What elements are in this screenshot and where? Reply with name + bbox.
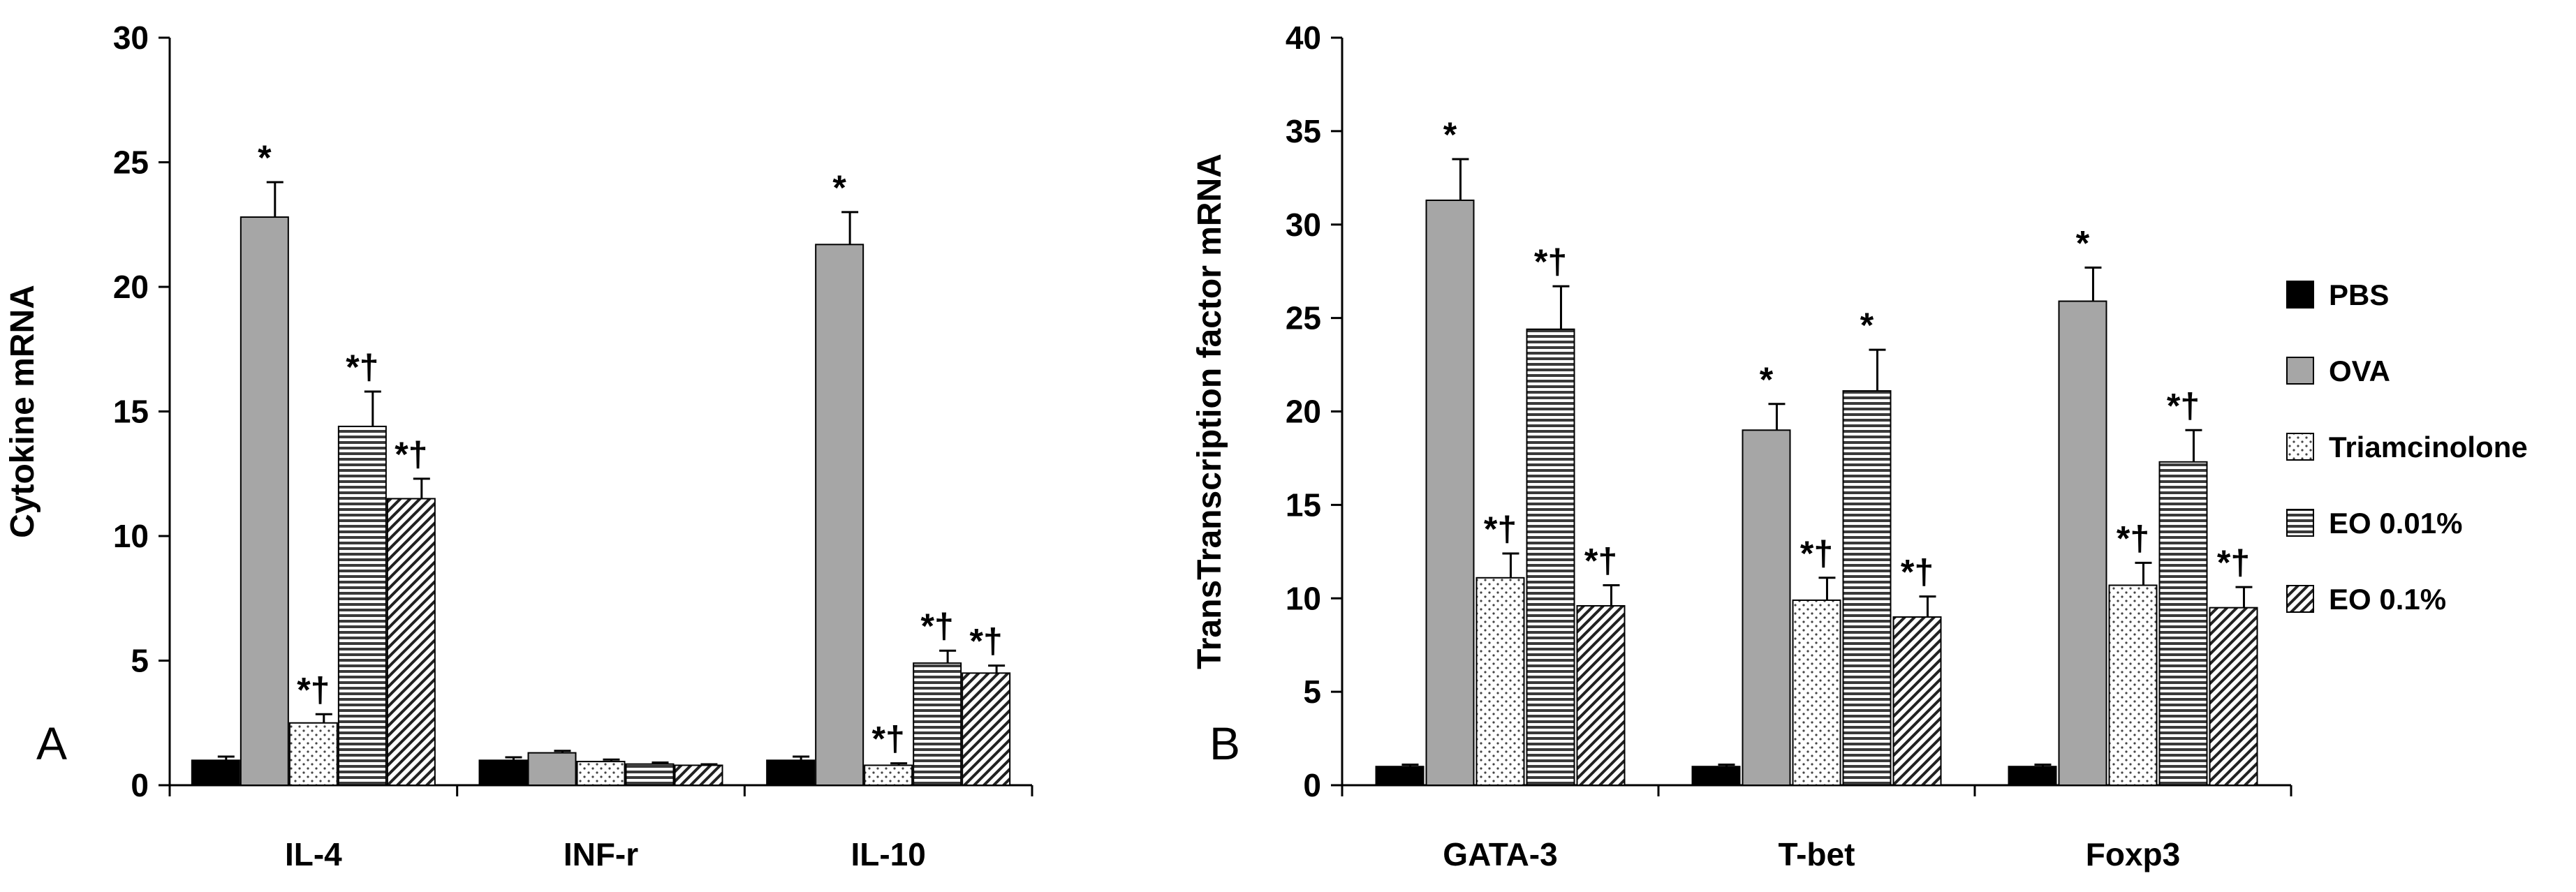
- category-label: T-bet: [1779, 836, 1855, 872]
- legend-swatch-gray: [2286, 357, 2314, 385]
- significance-marker: *†: [921, 607, 954, 646]
- category-label: INF-r: [564, 836, 638, 872]
- significance-marker: *†: [2117, 519, 2149, 558]
- category-label: IL-10: [851, 836, 925, 872]
- panel-label: A: [36, 718, 67, 769]
- bar-eo-0-01-: [913, 662, 962, 786]
- y-tick-label: 40: [1286, 20, 1321, 56]
- significance-marker: *: [832, 168, 846, 207]
- significance-marker: *: [258, 138, 272, 177]
- significance-marker: *: [2076, 223, 2090, 262]
- significance-marker: *†: [2167, 386, 2200, 425]
- bar-eo-0-1-: [962, 672, 1011, 786]
- significance-marker: *†: [970, 622, 1003, 661]
- y-tick-label: 30: [1286, 207, 1321, 243]
- bar-eo-0-01-: [337, 425, 387, 786]
- bar-pbs: [478, 759, 528, 787]
- bar-eo-0-1-: [1576, 604, 1626, 787]
- significance-marker: *†: [1901, 553, 1934, 592]
- bar-pbs: [1375, 766, 1425, 786]
- bar-triamcinolone: [1792, 599, 1841, 786]
- y-tick-label: 25: [113, 144, 149, 181]
- bar-ova: [1425, 199, 1475, 786]
- significance-marker: *†: [1534, 242, 1567, 281]
- bar-eo-0-01-: [625, 763, 675, 787]
- panel-label: B: [1209, 718, 1240, 769]
- y-tick-label: 5: [131, 643, 149, 679]
- significance-marker: *: [1443, 115, 1457, 154]
- category-label: Foxp3: [2086, 836, 2180, 872]
- bar-eo-0-1-: [2209, 607, 2258, 787]
- legend-label: PBS: [2329, 278, 2389, 311]
- bar-eo-0-1-: [674, 764, 723, 786]
- bar-triamcinolone: [864, 764, 913, 786]
- y-tick-label: 30: [113, 20, 149, 56]
- bar-eo-0-01-: [1842, 390, 1892, 786]
- bar-pbs: [766, 759, 816, 787]
- significance-marker: *†: [872, 720, 905, 759]
- panel-a-chart: 0 5 10 15 20 25 30 IL-4 INF-r IL-10 * *† *† *† * *† *† *†…: [4, 20, 1033, 872]
- y-axis-title: Cytokine mRNA: [4, 285, 41, 538]
- bar-ova: [2058, 300, 2107, 786]
- bar-pbs: [1691, 766, 1741, 786]
- bar-ova: [240, 216, 289, 787]
- bar-eo-0-1-: [1892, 616, 1942, 787]
- category-label: IL-4: [285, 836, 342, 872]
- significance-marker: *†: [1484, 510, 1517, 549]
- y-tick-label: 5: [1303, 674, 1321, 710]
- panel-b-chart: 0 5 10 15 20 25 30 35 40 GATA-3 T-bet Foxp3 * *† *† *† *…: [1191, 20, 2292, 872]
- significance-marker: *†: [346, 348, 378, 387]
- legend: PBS OVA Triamcinolone EO 0.01% EO 0.1%: [2286, 278, 2528, 616]
- bar-triamcinolone: [2108, 584, 2158, 786]
- legend-label: Triamcinolone: [2329, 431, 2528, 463]
- y-tick-label: 15: [113, 394, 149, 430]
- y-tick-label: 0: [131, 767, 149, 803]
- significance-marker: *†: [1584, 542, 1617, 581]
- bar-triamcinolone: [288, 722, 338, 786]
- y-tick-label: 25: [1286, 300, 1321, 336]
- bar-eo-0-1-: [386, 498, 436, 786]
- y-tick-label: 15: [1286, 486, 1321, 523]
- bar-ova: [815, 244, 864, 786]
- bar-triamcinolone: [576, 761, 626, 786]
- significance-marker: *†: [1800, 534, 1833, 573]
- y-tick-label: 35: [1286, 113, 1321, 149]
- legend-label: OVA: [2329, 355, 2390, 387]
- bar-triamcinolone: [1475, 577, 1525, 786]
- significance-marker: *†: [395, 435, 427, 474]
- legend-swatch-hlines: [2286, 509, 2314, 537]
- y-axis-title: TransTranscription factor mRNA: [1191, 154, 1228, 669]
- bar-eo-0-01-: [2158, 461, 2208, 786]
- legend-swatch-dots: [2286, 433, 2314, 461]
- legend-label: EO 0.1%: [2329, 583, 2446, 616]
- y-tick-label: 0: [1303, 767, 1321, 803]
- bar-ova: [1742, 429, 1791, 787]
- y-tick-label: 20: [113, 269, 149, 305]
- y-tick-label: 20: [1286, 394, 1321, 430]
- y-tick-label: 10: [1286, 580, 1321, 616]
- y-tick-label: 10: [113, 518, 149, 554]
- significance-marker: *: [1860, 306, 1874, 345]
- category-label: GATA-3: [1443, 836, 1557, 872]
- bar-ova: [527, 752, 577, 786]
- legend-swatch-solid: [2286, 281, 2314, 309]
- significance-marker: *†: [2217, 543, 2250, 582]
- bar-pbs: [2008, 766, 2057, 786]
- legend-label: EO 0.01%: [2329, 507, 2462, 540]
- significance-marker: *†: [297, 670, 330, 709]
- significance-marker: *: [1760, 360, 1774, 399]
- bar-eo-0-01-: [1526, 328, 1575, 786]
- bar-pbs: [191, 759, 240, 787]
- legend-swatch-diag: [2286, 585, 2314, 613]
